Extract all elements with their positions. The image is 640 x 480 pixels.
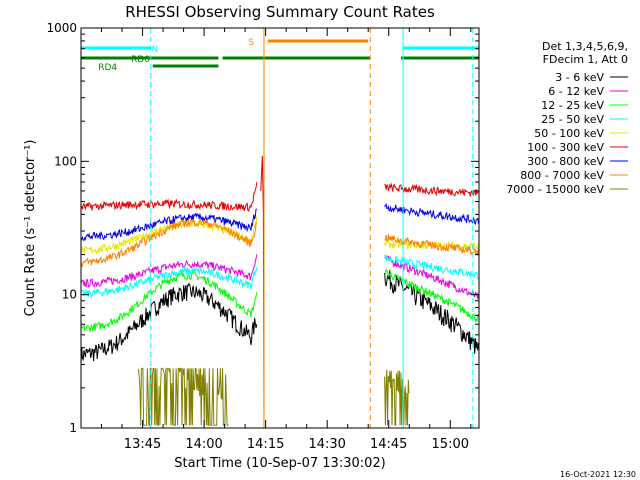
y-tick-label: 10 — [62, 288, 77, 302]
x-tick-label: 14:30 — [308, 437, 345, 452]
series-line-7000to15000keV-post — [384, 369, 410, 426]
series-line-100to300keV-pre — [80, 182, 258, 213]
series-line-25to50keV-post — [384, 253, 479, 280]
plot-frame — [80, 27, 480, 429]
state-label-rd4: RD4 — [98, 63, 117, 73]
series-line-7000to15000keV-pre — [137, 367, 229, 426]
state-label-s: S — [248, 38, 254, 48]
legend-header: FDecim 1, Att 0 — [543, 53, 628, 66]
legend-entry-label: 25 - 50 keV — [541, 113, 604, 126]
legend-entry-label: 6 - 12 keV — [548, 85, 604, 98]
timestamp: 16-Oct-2021 12:30 — [560, 470, 636, 479]
series-line-25to50keV-pre — [80, 266, 258, 299]
series-line-3to6keV-pre — [80, 282, 258, 365]
x-tick-label: 15:00 — [432, 437, 469, 452]
series-line-6to12keV-post — [384, 255, 479, 300]
y-tick-label: 100 — [54, 154, 77, 168]
legend-entry-label: 3 - 6 keV — [555, 71, 604, 84]
series-line-800to7000keV-post — [384, 234, 479, 257]
x-axis-label: Start Time (10-Sep-07 13:30:02) — [174, 456, 385, 471]
state-label-rd0: RD0 — [131, 55, 150, 65]
marker-lines — [80, 28, 474, 428]
state-bars: N S RD0 RD4 — [81, 38, 479, 73]
axes: 1 10 100 1000 13:45 14:00 14:15 14:30 14:45 15:00 — [46, 21, 479, 452]
series-line-6to12keV-pre — [80, 254, 258, 289]
legend-header: Det 1,3,4,5,6,9, — [542, 40, 628, 53]
legend-entry-label: 300 - 800 keV — [527, 155, 604, 168]
series-line-12to25keV-pre — [80, 270, 258, 332]
y-tick-label: 1000 — [46, 21, 77, 35]
x-tick-label: 13:45 — [124, 437, 161, 452]
x-tick-label: 14:15 — [247, 437, 284, 452]
legend-entry-label: 7000 - 15000 keV — [506, 183, 604, 196]
state-label-n: N — [151, 45, 158, 55]
series-line-100to300keV-post — [384, 182, 479, 197]
y-tick-label: 1 — [69, 421, 77, 435]
legend-entry-label: 100 - 300 keV — [527, 141, 604, 154]
series-line-300to800keV-pre — [80, 208, 258, 242]
legend: Det 1,3,4,5,6,9,FDecim 1, Att 0 3 - 6 keV… — [506, 40, 628, 196]
legend-entry-label: 800 - 7000 keV — [520, 169, 604, 182]
y-axis-label: Count Rate (s⁻¹ detector⁻¹) — [23, 140, 38, 317]
series-line-50to100keV-post — [384, 239, 479, 252]
legend-entry-label: 50 - 100 keV — [534, 127, 604, 140]
series-line-50to100keV-pre — [80, 216, 258, 255]
x-tick-label: 14:00 — [185, 437, 222, 452]
series-line-300to800keV-post — [384, 202, 479, 226]
x-tick-label: 14:45 — [370, 437, 407, 452]
series-line-800to7000keV-pre — [80, 218, 258, 267]
chart-title: RHESSI Observing Summary Count Rates — [125, 3, 435, 21]
legend-entry-label: 12 - 25 keV — [541, 99, 604, 112]
series-line-12to25keV-post — [384, 268, 479, 323]
series-layer — [80, 155, 479, 428]
